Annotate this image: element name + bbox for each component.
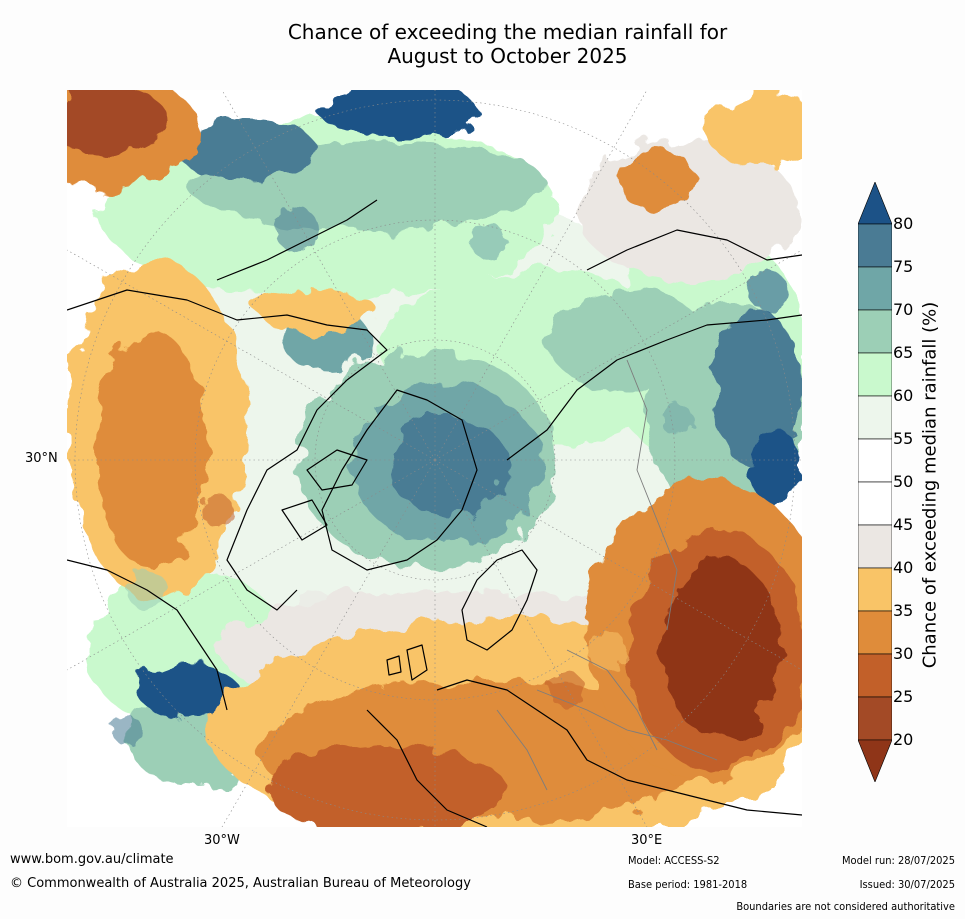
model-text: Model: ACCESS-S2 (628, 854, 720, 867)
colorbar-bin (858, 481, 892, 526)
lat-label-30n: 30°N (25, 451, 58, 466)
colorbar-bin (858, 524, 892, 569)
colorbar-tick-label: 35 (893, 601, 914, 620)
colorbar-bin (858, 438, 892, 483)
country-boundaries (496, 359, 718, 791)
title-line-1: Chance of exceeding the median rainfall … (287, 20, 728, 44)
colorbar-tick-label: 40 (893, 558, 914, 577)
colorbar-bin (858, 266, 892, 311)
map-title: Chance of exceeding the median rainfall … (0, 20, 965, 68)
model-run-text: Model run: 28/07/2025 (842, 854, 955, 867)
colorbar-extend-top (858, 182, 892, 225)
colorbar-tick-label: 75 (893, 257, 914, 276)
probability-field (67, 90, 802, 827)
colorbar-bin (858, 395, 892, 440)
lon-label-30w: 30°W (204, 833, 240, 848)
colorbar-tick-label: 20 (893, 730, 914, 749)
colorbar-bin (858, 696, 892, 741)
colorbar-bin (858, 309, 892, 354)
colorbar-tick-label: 45 (893, 515, 914, 534)
website-link[interactable]: www.bom.gov.au/climate (10, 852, 174, 867)
rainfall-map (67, 90, 802, 827)
title-line-2: August to October 2025 (387, 44, 628, 68)
issued-text: Issued: 30/07/2025 (859, 878, 955, 891)
copyright-text: © Commonwealth of Australia 2025, Austra… (10, 876, 471, 891)
disclaimer-text: Boundaries are not considered authoritat… (736, 900, 955, 913)
colorbar-tick-label: 65 (893, 343, 914, 362)
graticule (67, 90, 802, 827)
colorbar-bin (858, 610, 892, 655)
colorbar-bin (858, 223, 892, 268)
base-period-text: Base period: 1981-2018 (628, 878, 748, 891)
colorbar-tick-label: 25 (893, 687, 914, 706)
colorbar-extend-bottom (858, 739, 892, 782)
coastlines (67, 199, 802, 827)
colorbar-tick-label: 80 (893, 214, 914, 233)
colorbar-bin (858, 352, 892, 397)
colorbar (858, 182, 892, 782)
colorbar-label: Chance of exceeding median rainfall (%) (919, 301, 941, 669)
colorbar-tick-label: 70 (893, 300, 914, 319)
colorbar-tick-label: 55 (893, 429, 914, 448)
colorbar-bin (858, 567, 892, 612)
colorbar-bin (858, 653, 892, 698)
colorbar-tick-label: 50 (893, 472, 914, 491)
colorbar-tick-label: 60 (893, 386, 914, 405)
colorbar-tick-label: 30 (893, 644, 914, 663)
lon-label-30e: 30°E (631, 833, 663, 848)
